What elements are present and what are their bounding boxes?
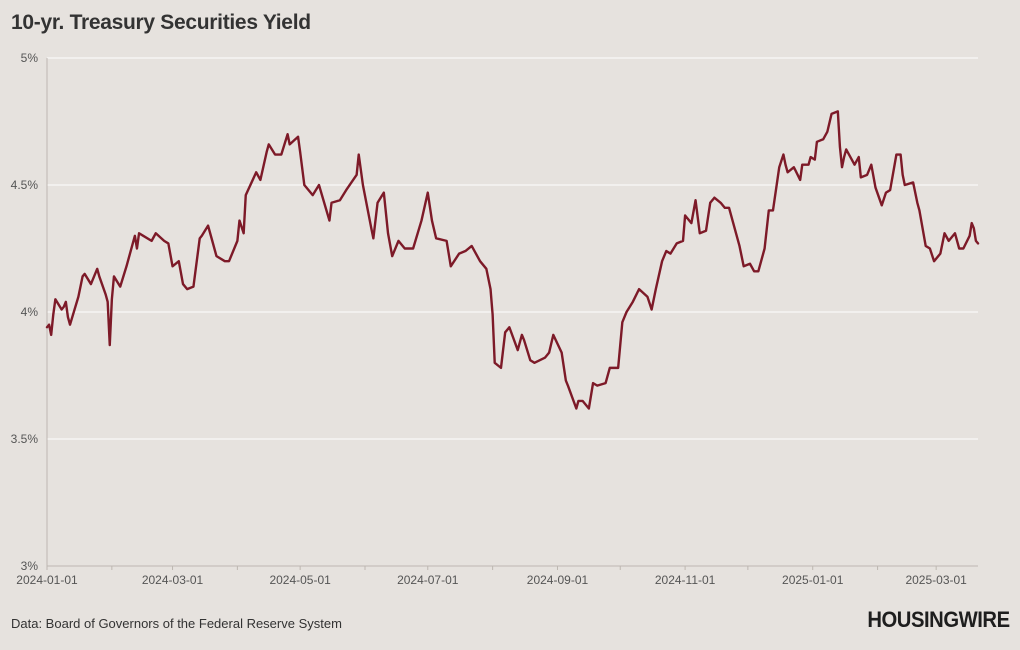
x-tick-label: 2024-03-01 xyxy=(142,573,204,587)
x-tick-label: 2024-11-01 xyxy=(655,573,716,587)
x-tick-label: 2025-03-01 xyxy=(905,573,967,587)
gridlines xyxy=(47,57,978,440)
y-tick-label: 4% xyxy=(21,305,39,319)
x-tick-label: 2024-05-01 xyxy=(269,573,331,587)
x-tick-label: 2024-09-01 xyxy=(527,573,589,587)
x-tick-label: 2025-01-01 xyxy=(782,573,844,587)
series-line-0 xyxy=(45,110,980,410)
y-tick-label: 5% xyxy=(21,51,39,65)
chart-title: 10-yr. Treasury Securities Yield xyxy=(11,11,311,34)
source-note: Data: Board of Governors of the Federal … xyxy=(11,616,342,631)
y-tick-label: 3.5% xyxy=(11,432,39,446)
x-tick-label: 2024-07-01 xyxy=(397,573,459,587)
y-axis-tick-labels: 3% 3.5% 4% 4.5% 5% xyxy=(11,51,39,573)
x-tick-label: 2024-01-01 xyxy=(16,573,78,587)
y-tick-label: 4.5% xyxy=(11,178,39,192)
x-axis-tick-labels: 2024-01-01 2024-03-01 2024-05-01 2024-07-01… xyxy=(16,573,967,587)
series-layer xyxy=(45,110,980,410)
y-tick-label: 3% xyxy=(21,559,39,573)
axes xyxy=(46,58,978,570)
housingwire-logo: HOUSINGWIRE xyxy=(867,607,1011,632)
